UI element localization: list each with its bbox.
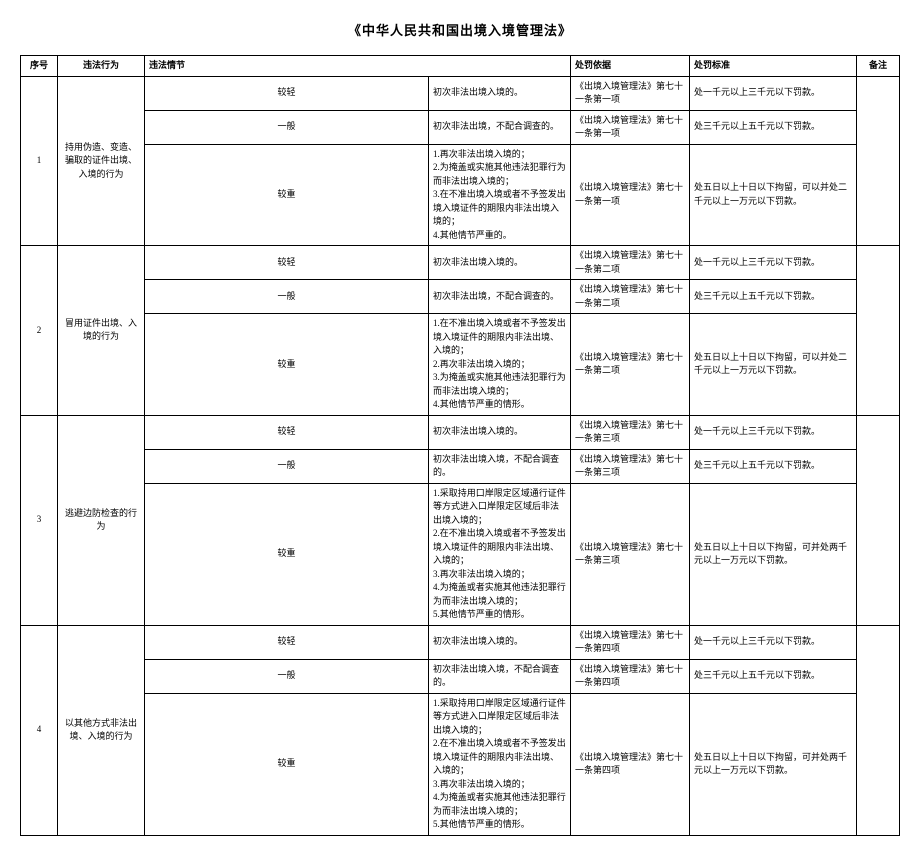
seq-cell: 2 xyxy=(21,246,58,416)
table-row: 一般初次非法出境入境，不配合调查的。《出境入境管理法》第七十一条第三项处三千元以… xyxy=(21,449,900,483)
severity-cell: 较轻 xyxy=(145,76,429,110)
header-note: 备注 xyxy=(857,56,900,77)
std-cell: 处一千元以上三千元以下罚款。 xyxy=(690,76,857,110)
main-table: 序号 违法行为 违法情节 处罚依据 处罚标准 备注 1持用伪造、变造、骗取的证件… xyxy=(20,55,900,836)
note-cell xyxy=(857,625,900,835)
header-basis: 处罚依据 xyxy=(571,56,690,77)
circ-cell: 初次非法出境，不配合调查的。 xyxy=(429,280,571,314)
table-row: 一般初次非法出境，不配合调查的。《出境入境管理法》第七十一条第一项处三千元以上五… xyxy=(21,110,900,144)
seq-cell: 4 xyxy=(21,625,58,835)
basis-cell: 《出境入境管理法》第七十一条第四项 xyxy=(571,625,690,659)
severity-cell: 较重 xyxy=(145,693,429,835)
table-row: 一般初次非法出境，不配合调查的。《出境入境管理法》第七十一条第二项处三千元以上五… xyxy=(21,280,900,314)
std-cell: 处三千元以上五千元以下罚款。 xyxy=(690,659,857,693)
basis-cell: 《出境入境管理法》第七十一条第一项 xyxy=(571,144,690,246)
basis-cell: 《出境入境管理法》第七十一条第二项 xyxy=(571,280,690,314)
circ-cell: 1.在不准出境入境或者不予签发出境入境证件的期限内非法出境、入境的；2.再次非法… xyxy=(429,314,571,416)
severity-cell: 一般 xyxy=(145,449,429,483)
basis-cell: 《出境入境管理法》第七十一条第二项 xyxy=(571,246,690,280)
circ-cell: 初次非法出境入境的。 xyxy=(429,415,571,449)
basis-cell: 《出境入境管理法》第七十一条第四项 xyxy=(571,693,690,835)
act-cell: 冒用证件出境、入境的行为 xyxy=(58,246,145,416)
circ-cell: 初次非法出境入境的。 xyxy=(429,246,571,280)
circ-cell: 初次非法出境入境，不配合调查的。 xyxy=(429,659,571,693)
std-cell: 处五日以上十日以下拘留，可并处两千元以上一万元以下罚款。 xyxy=(690,483,857,625)
header-circ: 违法情节 xyxy=(145,56,571,77)
basis-cell: 《出境入境管理法》第七十一条第四项 xyxy=(571,659,690,693)
table-row: 2冒用证件出境、入境的行为较轻初次非法出境入境的。《出境入境管理法》第七十一条第… xyxy=(21,246,900,280)
document-title: 《中华人民共和国出境入境管理法》 xyxy=(20,20,900,39)
note-cell xyxy=(857,415,900,625)
table-row: 较重1.采取持用口岸限定区域通行证件等方式进入口岸限定区域后非法出境入境的；2.… xyxy=(21,693,900,835)
std-cell: 处三千元以上五千元以下罚款。 xyxy=(690,280,857,314)
std-cell: 处五日以上十日以下拘留，可以并处二千元以上一万元以下罚款。 xyxy=(690,314,857,416)
severity-cell: 较轻 xyxy=(145,246,429,280)
note-cell xyxy=(857,246,900,416)
table-row: 较重1.再次非法出境入境的；2.为掩盖或实施其他违法犯罪行为而非法出境入境的；3… xyxy=(21,144,900,246)
table-row: 4以其他方式非法出境、入境的行为较轻初次非法出境入境的。《出境入境管理法》第七十… xyxy=(21,625,900,659)
basis-cell: 《出境入境管理法》第七十一条第三项 xyxy=(571,483,690,625)
severity-cell: 较轻 xyxy=(145,415,429,449)
header-act: 违法行为 xyxy=(58,56,145,77)
circ-cell: 1.采取持用口岸限定区域通行证件等方式进入口岸限定区域后非法出境入境的；2.在不… xyxy=(429,693,571,835)
header-seq: 序号 xyxy=(21,56,58,77)
std-cell: 处五日以上十日以下拘留，可以并处二千元以上一万元以下罚款。 xyxy=(690,144,857,246)
basis-cell: 《出境入境管理法》第七十一条第二项 xyxy=(571,314,690,416)
severity-cell: 较重 xyxy=(145,144,429,246)
std-cell: 处五日以上十日以下拘留，可并处两千元以上一万元以下罚款。 xyxy=(690,693,857,835)
basis-cell: 《出境入境管理法》第七十一条第一项 xyxy=(571,110,690,144)
std-cell: 处三千元以上五千元以下罚款。 xyxy=(690,449,857,483)
circ-cell: 初次非法出境入境，不配合调查的。 xyxy=(429,449,571,483)
severity-cell: 较轻 xyxy=(145,625,429,659)
circ-cell: 初次非法出境入境的。 xyxy=(429,76,571,110)
severity-cell: 较重 xyxy=(145,314,429,416)
table-row: 较重1.在不准出境入境或者不予签发出境入境证件的期限内非法出境、入境的；2.再次… xyxy=(21,314,900,416)
document-page: 《中华人民共和国出境入境管理法》 序号 违法行为 违法情节 处罚依据 处罚标准 … xyxy=(20,20,900,836)
act-cell: 逃避边防检查的行为 xyxy=(58,415,145,625)
table-row: 3逃避边防检查的行为较轻初次非法出境入境的。《出境入境管理法》第七十一条第三项处… xyxy=(21,415,900,449)
table-row: 较重1.采取持用口岸限定区域通行证件等方式进入口岸限定区域后非法出境入境的；2.… xyxy=(21,483,900,625)
table-row: 1持用伪造、变造、骗取的证件出境、入境的行为较轻初次非法出境入境的。《出境入境管… xyxy=(21,76,900,110)
table-header-row: 序号 违法行为 违法情节 处罚依据 处罚标准 备注 xyxy=(21,56,900,77)
act-cell: 持用伪造、变造、骗取的证件出境、入境的行为 xyxy=(58,76,145,246)
seq-cell: 3 xyxy=(21,415,58,625)
severity-cell: 一般 xyxy=(145,659,429,693)
seq-cell: 1 xyxy=(21,76,58,246)
act-cell: 以其他方式非法出境、入境的行为 xyxy=(58,625,145,835)
std-cell: 处一千元以上三千元以下罚款。 xyxy=(690,246,857,280)
std-cell: 处三千元以上五千元以下罚款。 xyxy=(690,110,857,144)
circ-cell: 初次非法出境，不配合调查的。 xyxy=(429,110,571,144)
circ-cell: 初次非法出境入境的。 xyxy=(429,625,571,659)
table-row: 一般初次非法出境入境，不配合调查的。《出境入境管理法》第七十一条第四项处三千元以… xyxy=(21,659,900,693)
note-cell xyxy=(857,76,900,246)
std-cell: 处一千元以上三千元以下罚款。 xyxy=(690,625,857,659)
severity-cell: 一般 xyxy=(145,280,429,314)
header-std: 处罚标准 xyxy=(690,56,857,77)
basis-cell: 《出境入境管理法》第七十一条第三项 xyxy=(571,415,690,449)
basis-cell: 《出境入境管理法》第七十一条第一项 xyxy=(571,76,690,110)
circ-cell: 1.再次非法出境入境的；2.为掩盖或实施其他违法犯罪行为而非法出境入境的；3.在… xyxy=(429,144,571,246)
severity-cell: 一般 xyxy=(145,110,429,144)
basis-cell: 《出境入境管理法》第七十一条第三项 xyxy=(571,449,690,483)
severity-cell: 较重 xyxy=(145,483,429,625)
std-cell: 处一千元以上三千元以下罚款。 xyxy=(690,415,857,449)
circ-cell: 1.采取持用口岸限定区域通行证件等方式进入口岸限定区域后非法出境入境的；2.在不… xyxy=(429,483,571,625)
